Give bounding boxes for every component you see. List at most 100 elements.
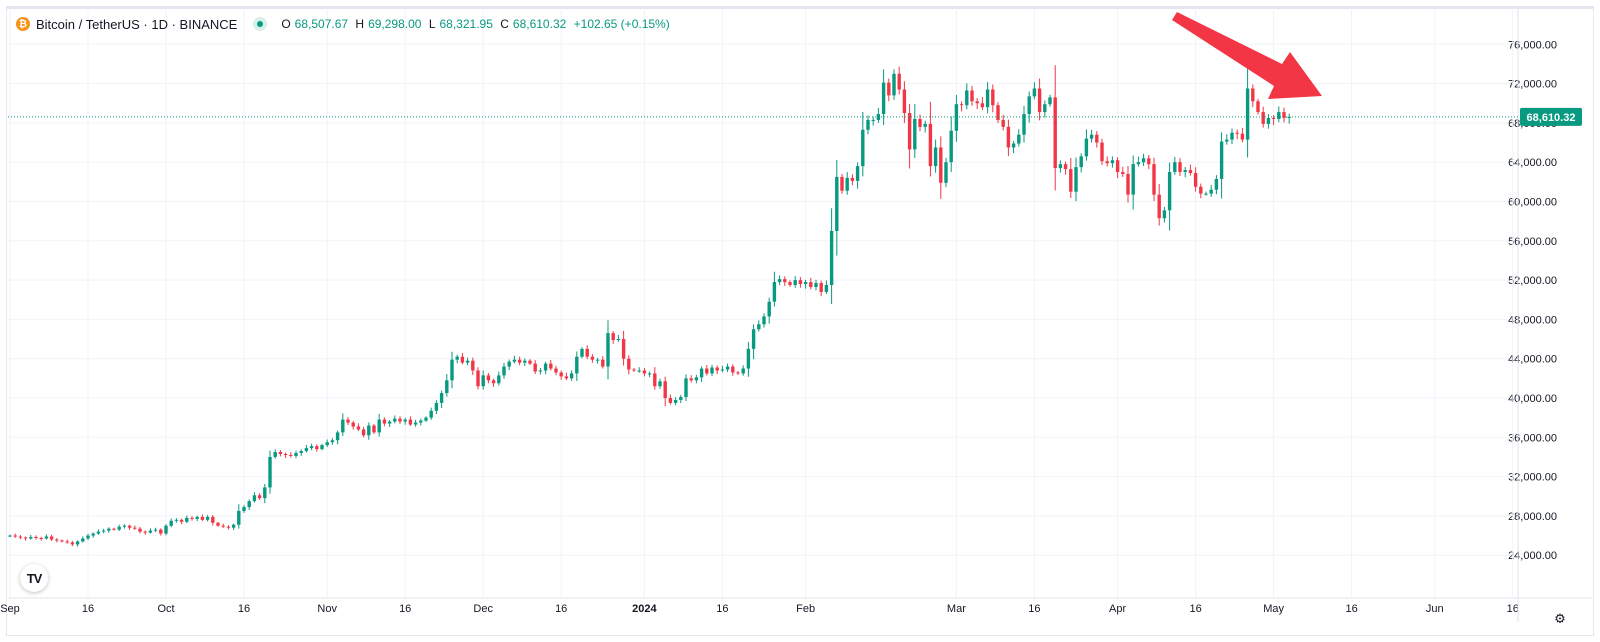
candle-body [549,363,553,369]
candle-body [944,162,948,183]
candle-body [642,370,647,374]
settings-icon[interactable]: ⚙ [1554,611,1566,626]
symbol-title[interactable]: Bitcoin / TetherUS · 1D · BINANCE [36,16,238,32]
candle-body [185,517,189,522]
candle-body [252,495,257,502]
candle-body [143,531,147,533]
x-tick-label: Feb [796,603,815,615]
candle-body [434,402,439,411]
candle-body [1256,101,1260,113]
candle-body [918,118,922,127]
candle-body [471,360,475,371]
open-key: O [281,17,291,31]
candle-body [939,147,943,183]
candle-body [190,517,194,519]
low-key: L [428,17,436,31]
candle-body [1251,88,1255,102]
ohlc-values: O 68,507.67 H 69,298.00 L 68,321.95 C 68,610… [281,17,673,31]
candle-body [247,501,251,508]
candle-body [996,105,1000,120]
candle-body [673,399,678,403]
candle-body [777,279,782,283]
candle-body [855,166,860,181]
candle-body [1167,172,1172,211]
candle-body [403,419,407,422]
candle-body [439,393,444,403]
candle-body [34,537,38,539]
candle-body [1277,112,1281,119]
candle-body [585,348,589,357]
candle-body [60,540,64,542]
open-value: 68,507.67 [294,17,349,31]
candle-body [1037,88,1042,113]
candle-body [835,176,839,231]
candle-body [793,280,797,286]
candle-body [658,381,662,387]
candle-body [954,104,959,131]
candle-body [1058,164,1063,169]
candle-body [767,301,771,317]
candle-body [96,531,101,534]
candle-body [923,123,927,127]
candle-body [398,418,402,422]
candle-body [1188,170,1193,174]
candle-body [502,366,506,376]
candle-body [450,359,454,381]
candle-body [949,130,953,163]
candle-body [169,520,173,526]
candle-body [283,454,288,456]
candle-body [23,537,28,539]
x-tick-label: Sep [0,603,20,615]
candle-body [112,528,116,530]
candle-body [49,536,54,540]
y-tick-label: 56,000.00 [1508,236,1557,248]
tradingview-logo[interactable]: TV [20,564,48,592]
candle-body [8,535,12,537]
candle-body [1245,88,1250,140]
candle-body [273,452,277,457]
candle-body [575,356,579,374]
candle-body [65,541,69,543]
candle-body [689,378,693,381]
candle-body [616,339,621,341]
candle-body [783,279,787,283]
candle-body [221,525,225,527]
candle-body [1162,210,1167,219]
candle-body [757,324,761,330]
candle-body [242,507,246,511]
candle-body [928,123,933,167]
candle-body [621,339,626,359]
chart-legend: ₿ Bitcoin / TetherUS · 1D · BINANCE O 68,… [16,15,674,33]
candle-body [304,448,309,452]
candle-body [798,280,803,285]
low-value: 68,321.95 [439,17,493,31]
candle-body [465,360,470,363]
candle-body [29,537,33,539]
candle-body [75,541,80,545]
candle-body [746,348,751,369]
y-tick-label: 32,000.00 [1508,472,1557,484]
candle-body [1126,173,1130,195]
candle-body [382,419,387,424]
candle-body [601,359,605,367]
candle-body [1287,116,1291,118]
candle-body [1261,112,1265,124]
candle-body [1121,172,1125,174]
y-tick-label: 48,000.00 [1508,314,1557,326]
candle-body [627,358,631,370]
candle-body [1017,134,1021,144]
candle-body [44,536,49,539]
candle-body [351,422,355,427]
candle-body [512,359,517,362]
candle-body [1115,160,1120,173]
candle-body [497,375,501,384]
candle-body [980,103,985,108]
candle-body [705,368,709,374]
candle-body [913,118,917,150]
candle-body [226,526,231,528]
candle-body [736,372,740,374]
candle-body [1193,173,1198,187]
candle-body [975,101,979,104]
candle-body [668,398,673,403]
